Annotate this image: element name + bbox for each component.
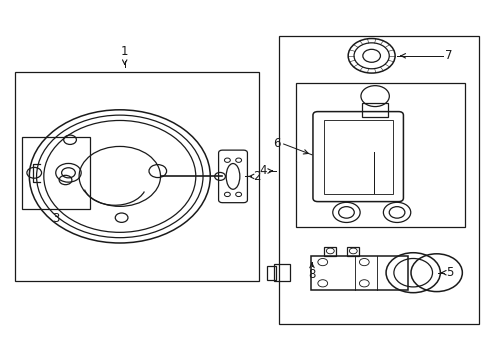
Bar: [278, 36, 478, 324]
Text: 7: 7: [444, 49, 451, 62]
Text: 8: 8: [307, 268, 315, 281]
Text: 1: 1: [121, 45, 128, 58]
Bar: [273, 264, 289, 281]
Bar: [346, 247, 359, 256]
Bar: [295, 83, 464, 227]
Bar: [22, 137, 90, 209]
Bar: [323, 120, 392, 194]
Bar: [324, 247, 336, 256]
Text: 2: 2: [253, 170, 260, 183]
Text: 5: 5: [445, 266, 452, 279]
Text: 3: 3: [52, 212, 60, 225]
Text: 6: 6: [273, 137, 280, 150]
Bar: [266, 266, 276, 279]
Text: 4: 4: [259, 165, 266, 177]
Bar: [15, 72, 259, 281]
Bar: [310, 256, 407, 290]
Bar: [362, 103, 387, 117]
